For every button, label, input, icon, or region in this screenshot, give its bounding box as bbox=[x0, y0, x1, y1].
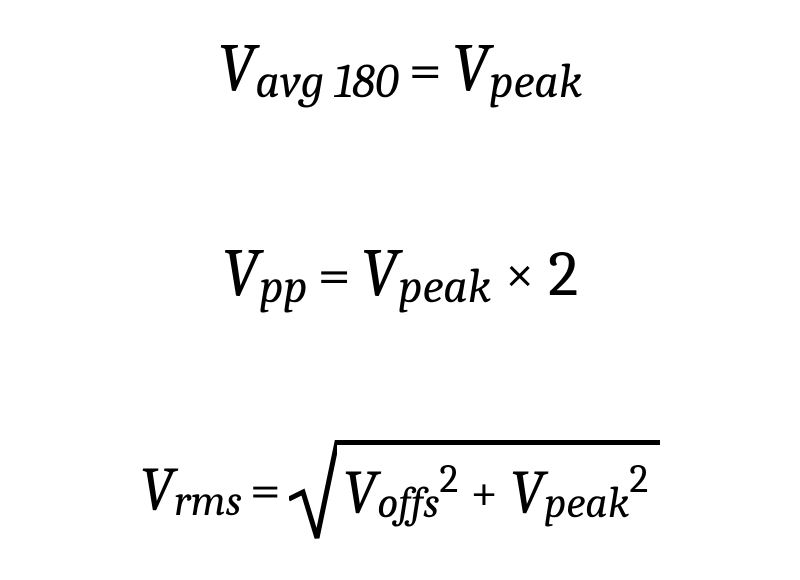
var-V: V bbox=[510, 457, 544, 529]
factor-2: 2 bbox=[548, 237, 578, 311]
equation-vavg: V avg 180 = V peak bbox=[218, 30, 583, 108]
equation-vpp: V pp = V peak × 2 bbox=[222, 235, 579, 313]
equals: = bbox=[409, 35, 442, 104]
var-V: V bbox=[452, 30, 490, 108]
sub-rms: rms bbox=[174, 475, 242, 526]
sqrt: V offs 2 + V peak 2 bbox=[289, 440, 660, 540]
pow-2: 2 bbox=[629, 456, 648, 502]
sub-peak: peak bbox=[398, 259, 491, 314]
equals: = bbox=[250, 458, 281, 522]
pow-2: 2 bbox=[439, 456, 458, 502]
equals: = bbox=[318, 240, 351, 309]
var-V: V bbox=[343, 457, 377, 529]
var-V: V bbox=[218, 30, 256, 108]
equation-vrms: V rms = V offs 2 + V peak 2 bbox=[140, 440, 660, 540]
sub-pp: pp bbox=[259, 259, 307, 314]
sub-peak: peak bbox=[544, 477, 629, 528]
sub-peak: peak bbox=[489, 54, 582, 109]
radicand: V offs 2 + V peak 2 bbox=[337, 440, 660, 540]
radical-icon bbox=[289, 440, 337, 540]
var-V: V bbox=[361, 235, 399, 313]
var-V: V bbox=[222, 235, 260, 313]
var-V: V bbox=[140, 454, 174, 526]
plus: + bbox=[470, 464, 498, 522]
times: × bbox=[505, 244, 534, 304]
sub-avg180: avg 180 bbox=[255, 54, 398, 109]
sub-offs: offs bbox=[377, 477, 439, 528]
